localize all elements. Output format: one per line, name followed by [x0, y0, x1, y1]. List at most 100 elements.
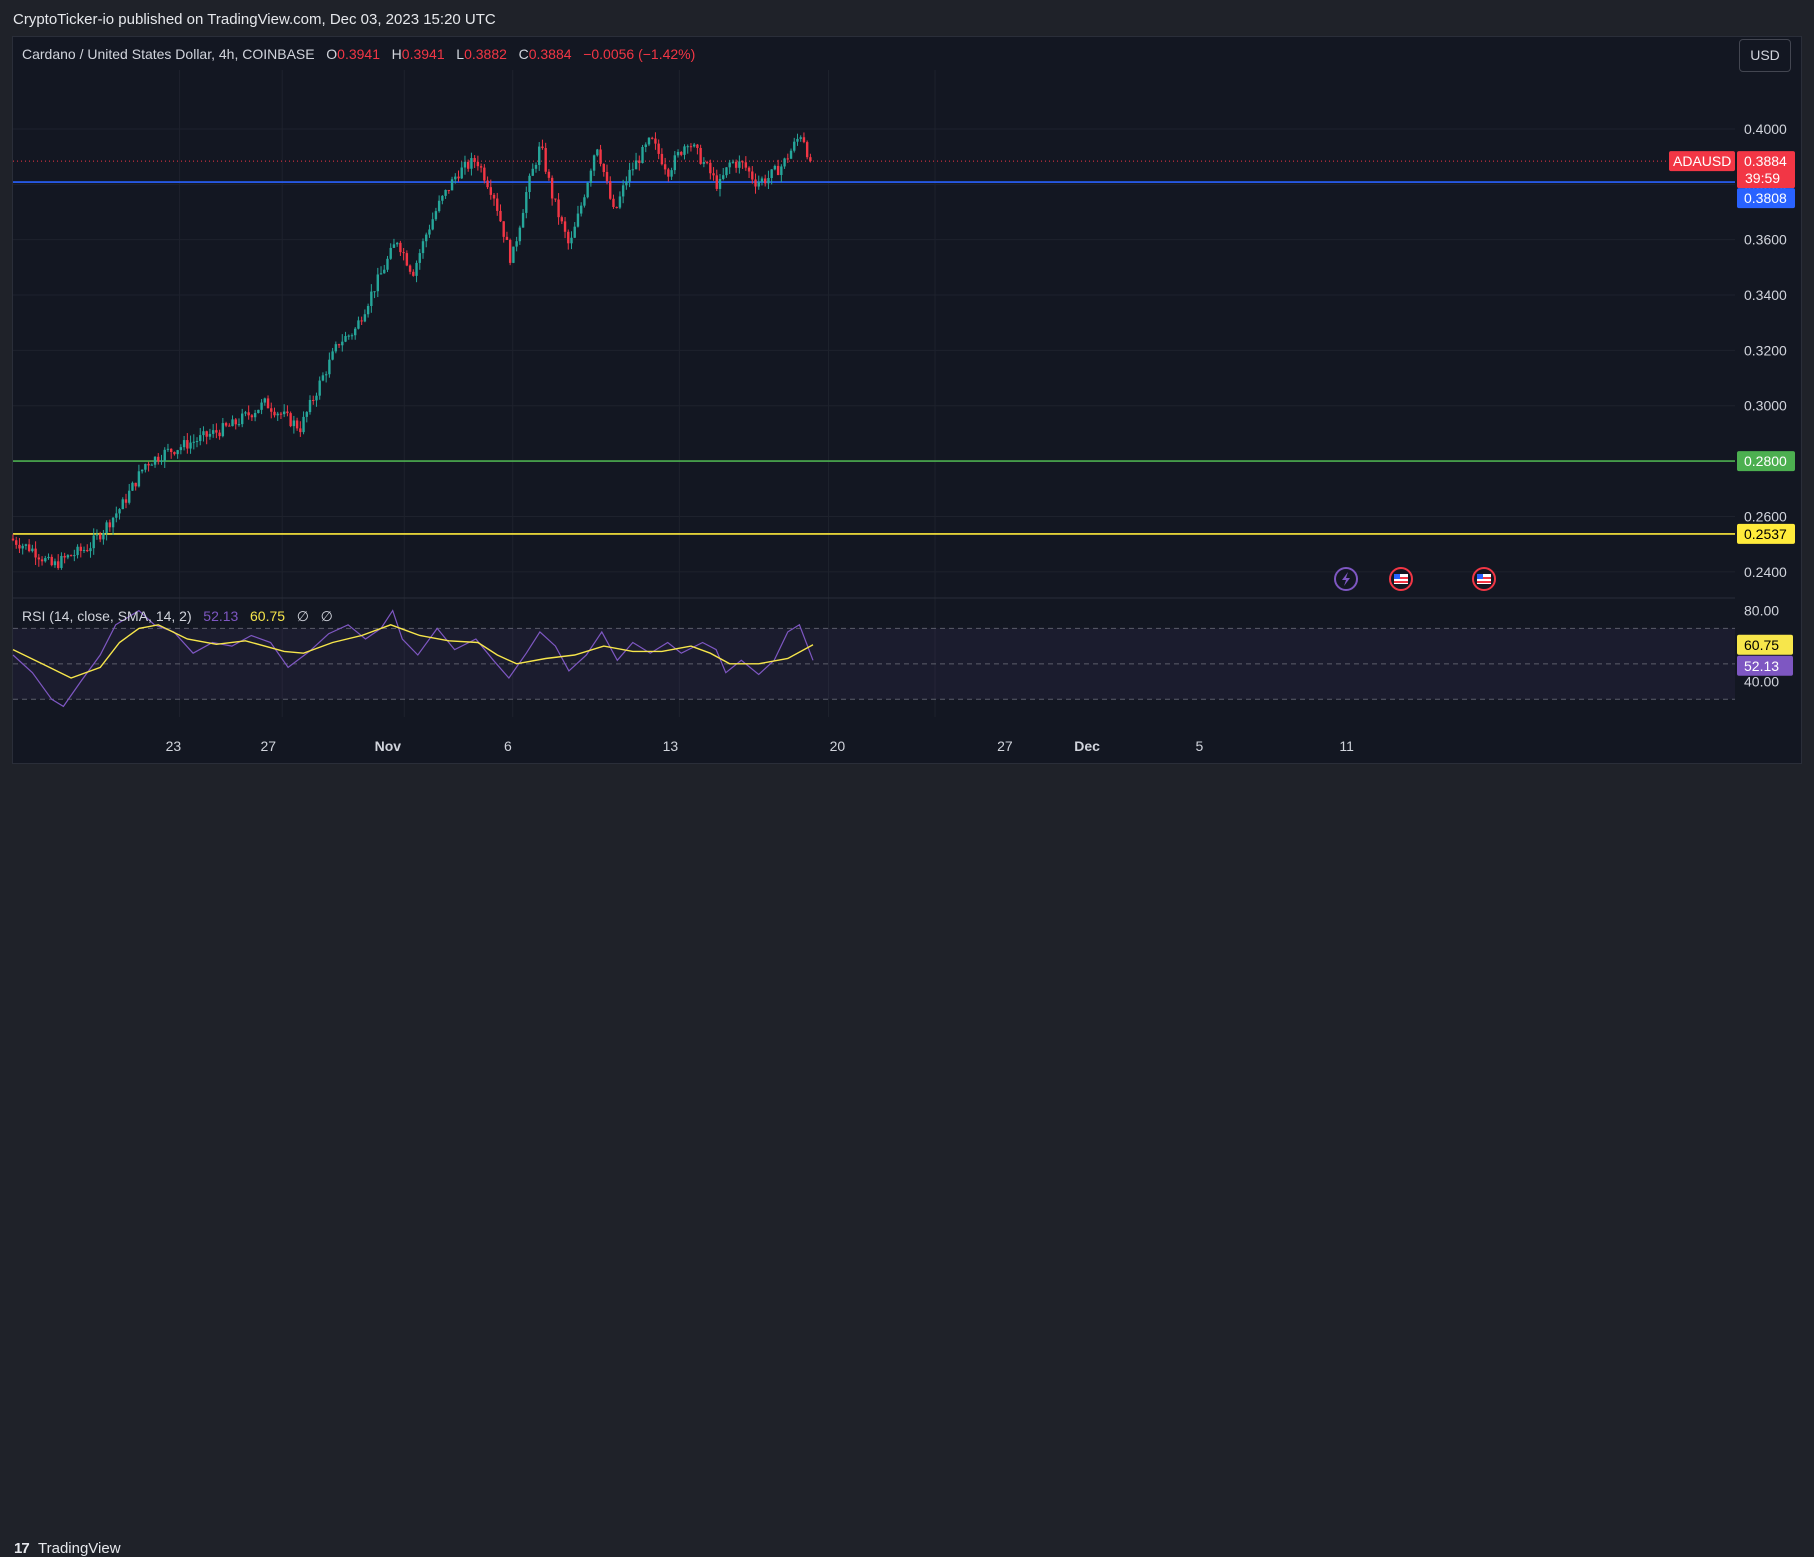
candle-body-50 [173, 451, 176, 455]
candle-body-221 [725, 167, 728, 176]
candle-body-110 [366, 305, 370, 315]
flag-canton-1 [1394, 574, 1400, 579]
candle-body-14 [56, 561, 60, 568]
close-label: C [518, 46, 529, 62]
candle-body-69 [234, 419, 237, 425]
candle-body-160 [528, 175, 531, 193]
candle-body-177 [583, 197, 586, 206]
candle-body-49 [169, 448, 173, 452]
candle-body-38 [134, 482, 137, 487]
candle-body-150 [496, 198, 499, 211]
tradingview-logo-icon: 17 [14, 1540, 30, 1557]
rsi-params[interactable]: RSI (14, close, SMA, 14, 2) [22, 608, 192, 624]
candle-body-175 [576, 213, 580, 227]
candle-body-97 [324, 374, 328, 376]
rsi-ma-tag-bg [1737, 634, 1793, 655]
candle-body-28 [102, 533, 105, 540]
candle-body-55 [189, 442, 192, 449]
candle-body-10 [44, 558, 47, 562]
candle-body-64 [218, 432, 221, 437]
candle-body-142 [470, 158, 473, 169]
candle-body-184 [605, 171, 609, 182]
candle-body-191 [628, 169, 631, 182]
candle-body-238 [780, 166, 783, 176]
rsi-series-3: ∅ [296, 608, 309, 624]
candle-body-61 [208, 433, 212, 437]
lightning-glyph [1342, 572, 1350, 586]
candle-body-189 [621, 185, 625, 197]
candle-body-146 [483, 167, 486, 181]
price-tick-label-8: 0.2400 [1744, 564, 1787, 580]
time-tick-4: 13 [663, 738, 679, 754]
flag-stripe-b-1 [1394, 581, 1408, 583]
candle-body-104 [347, 335, 350, 337]
candle-body-178 [586, 182, 589, 198]
candle-body-107 [357, 320, 360, 329]
candle-body-41 [144, 464, 147, 470]
candle-body-118 [392, 244, 396, 248]
grid-lines [13, 70, 1735, 717]
symbol-title[interactable]: Cardano / United States Dollar, 4h, COIN… [22, 46, 315, 62]
candle-body-9 [40, 559, 44, 562]
candle-body-218 [715, 175, 718, 189]
rsi-ma-tag: 60.75 [1744, 637, 1779, 653]
candle-body-196 [644, 144, 647, 147]
candle-body-190 [625, 181, 628, 186]
candle-body-173 [570, 237, 573, 244]
candle-body-202 [663, 164, 667, 170]
candle-body-42 [147, 464, 150, 466]
flag-canton-2 [1477, 574, 1483, 579]
candle-body-141 [466, 161, 470, 169]
candle-body-187 [615, 206, 618, 208]
candle-body-17 [66, 555, 70, 558]
high-label: H [391, 46, 402, 62]
candle-body-16 [63, 555, 66, 558]
candle-body-181 [596, 149, 599, 156]
candle-body-32 [115, 513, 118, 518]
price-tick-label-0: 0.4000 [1744, 121, 1787, 137]
last-price-tag-bg [1737, 151, 1795, 189]
rsi-ma-value: 60.75 [250, 608, 286, 624]
candle-body-74 [250, 415, 254, 418]
candle-body-66 [224, 423, 228, 426]
chart-canvas[interactable]: 0.40000.38000.36000.34000.32000.30000.28… [0, 0, 1814, 807]
candle-body-130 [431, 219, 434, 230]
tradingview-logo[interactable]: 17 TradingView [14, 1540, 121, 1557]
candle-body-31 [111, 517, 115, 528]
candle-body-7 [34, 548, 37, 558]
price-tick-label-4: 0.3200 [1744, 342, 1787, 358]
candle-body-29 [105, 522, 108, 534]
candle-body-44 [153, 456, 157, 465]
candle-body-34 [121, 499, 124, 510]
currency-button[interactable]: USD [1739, 39, 1791, 72]
footer-bar: 17 TradingView [0, 764, 1814, 1557]
candle-body-65 [221, 423, 225, 437]
price-tick-label-3: 0.3400 [1744, 287, 1787, 303]
candle-body-121 [402, 252, 405, 254]
candle-body-39 [137, 471, 141, 487]
candle-body-24 [89, 548, 92, 552]
level-tag-bg-2 [1737, 451, 1795, 472]
candle-body-40 [140, 469, 144, 472]
candle-body-220 [722, 175, 725, 179]
high-value: 0.3941 [401, 46, 445, 62]
change-value: −0.0056 (−1.42%) [583, 46, 696, 62]
candle-body-166 [547, 171, 551, 178]
candle-body-82 [276, 413, 279, 416]
candle-body-83 [279, 413, 283, 415]
candle-body-219 [718, 178, 722, 189]
open-value: 0.3941 [337, 46, 380, 62]
candle-body-126 [418, 253, 421, 263]
candle-body-26 [95, 534, 99, 536]
rsi-legend: RSI (14, close, SMA, 14, 2) 52.13 60.75 … [22, 608, 333, 625]
candle-body-198 [651, 137, 654, 139]
candle-body-232 [760, 178, 764, 182]
candle-body-122 [405, 253, 409, 266]
candle-body-158 [521, 212, 525, 228]
candle-body-20 [76, 546, 79, 556]
low-value: 0.3882 [464, 46, 507, 62]
candle-body-174 [573, 226, 576, 238]
candle-body-54 [186, 440, 189, 449]
candle-body-182 [599, 149, 602, 164]
candle-body-214 [702, 162, 706, 164]
